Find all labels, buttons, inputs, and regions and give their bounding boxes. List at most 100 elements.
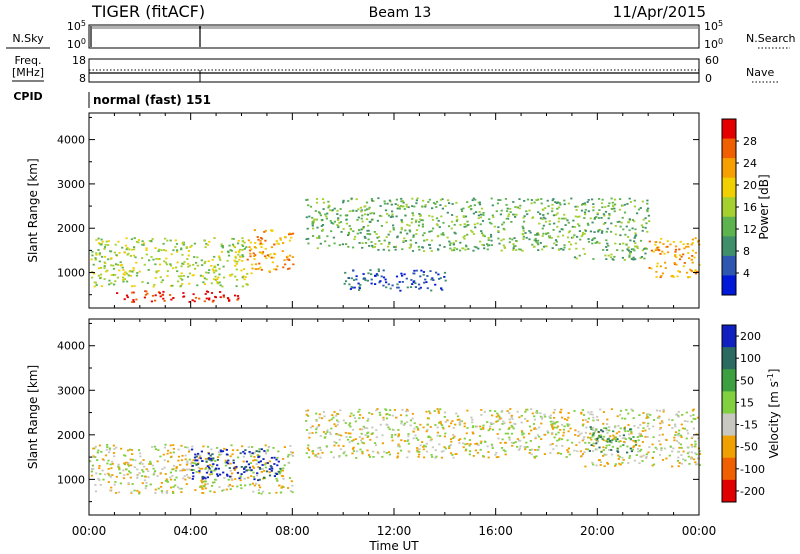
echo-cell <box>396 204 400 207</box>
echo-cell <box>613 255 616 258</box>
echo-cell <box>174 246 177 248</box>
echo-cell <box>520 414 523 417</box>
echo-cell <box>582 419 585 422</box>
echo-cell <box>583 253 586 255</box>
echo-cell <box>355 457 358 459</box>
echo-cell <box>171 468 174 471</box>
echo-cell <box>595 442 598 445</box>
echo-cell <box>628 437 631 439</box>
echo-cell <box>235 467 238 470</box>
echo-cell <box>599 436 602 438</box>
echo-cell <box>214 278 217 281</box>
echo-cell <box>406 286 409 289</box>
echo-cell <box>94 456 97 458</box>
echo-cell <box>466 442 469 445</box>
echo-cell <box>370 273 373 276</box>
echo-cell <box>561 217 564 220</box>
echo-cell <box>112 267 116 270</box>
echo-cell <box>587 411 590 414</box>
echo-cell <box>645 222 648 225</box>
echo-cell <box>630 430 633 433</box>
echo-cell <box>627 462 630 464</box>
echo-cell <box>349 432 352 435</box>
echo-cell <box>444 447 447 450</box>
echo-cell <box>554 201 557 203</box>
echo-cell <box>241 445 244 448</box>
echo-cell <box>339 409 342 412</box>
echo-cell <box>317 452 320 455</box>
echo-cell <box>277 450 280 453</box>
echo-cell <box>428 198 431 201</box>
echo-cell <box>629 201 632 203</box>
echo-cell <box>179 277 182 280</box>
echo-cell <box>100 273 103 276</box>
echo-cell <box>428 243 431 246</box>
echo-cell <box>686 243 689 245</box>
echo-cell <box>675 263 678 266</box>
echo-cell <box>674 248 677 251</box>
echo-cell <box>182 468 185 470</box>
echo-cell <box>614 465 617 467</box>
echo-cell <box>619 413 622 416</box>
echo-cell <box>606 463 610 465</box>
echo-cell <box>473 245 476 248</box>
echo-cell <box>136 477 139 479</box>
echo-cell <box>537 446 541 448</box>
echo-cell <box>412 437 415 440</box>
echo-cell <box>131 291 134 294</box>
echo-cell <box>555 202 558 204</box>
echo-cell <box>337 219 340 221</box>
echo-cell <box>451 214 454 216</box>
echo-cell <box>148 240 151 242</box>
colorbar-segment <box>722 413 736 437</box>
echo-cell <box>522 229 525 232</box>
echo-cell <box>563 203 566 206</box>
echo-cell <box>689 268 692 271</box>
echo-cell <box>219 259 222 261</box>
echo-cell <box>352 230 355 233</box>
echo-cell <box>632 256 635 259</box>
echo-cell <box>546 430 549 432</box>
echo-cell <box>627 412 630 415</box>
echo-cell <box>169 239 172 242</box>
echo-cell <box>471 431 474 434</box>
echo-cell <box>432 202 436 204</box>
echo-cell <box>482 426 485 429</box>
echo-cell <box>182 275 185 277</box>
echo-cell <box>130 285 134 288</box>
echo-cell <box>578 230 581 232</box>
echo-cell <box>677 441 680 444</box>
echo-cell <box>687 432 690 435</box>
echo-cell <box>231 453 234 456</box>
echo-cell <box>335 442 338 444</box>
echo-cell <box>365 201 369 204</box>
echo-cell <box>505 217 508 220</box>
echo-cell <box>666 245 669 248</box>
echo-cell <box>444 432 447 435</box>
echo-cell <box>640 448 643 451</box>
colorbar-tick-label: 24 <box>743 157 757 170</box>
echo-cell <box>266 470 269 473</box>
echo-cell <box>465 448 468 451</box>
echo-cell <box>154 277 157 279</box>
echo-cell <box>186 258 189 260</box>
echo-cell <box>348 210 351 213</box>
echo-cell <box>194 453 197 456</box>
echo-cell <box>333 220 336 223</box>
echo-cell <box>314 454 317 456</box>
echo-cell <box>568 423 571 426</box>
echo-cell <box>642 427 645 430</box>
echo-cell <box>518 447 521 450</box>
echo-cell <box>443 271 447 274</box>
echo-cell <box>225 461 228 464</box>
echo-cell <box>122 477 126 480</box>
echo-cell <box>388 241 391 244</box>
echo-cell <box>531 448 534 451</box>
echo-cell <box>217 276 220 279</box>
echo-cell <box>355 450 359 453</box>
echo-cell <box>608 439 612 442</box>
echo-cell <box>522 432 525 435</box>
echo-cell <box>677 270 680 272</box>
echo-cell <box>274 472 277 475</box>
colorbar-tick-label: 12 <box>743 223 757 236</box>
